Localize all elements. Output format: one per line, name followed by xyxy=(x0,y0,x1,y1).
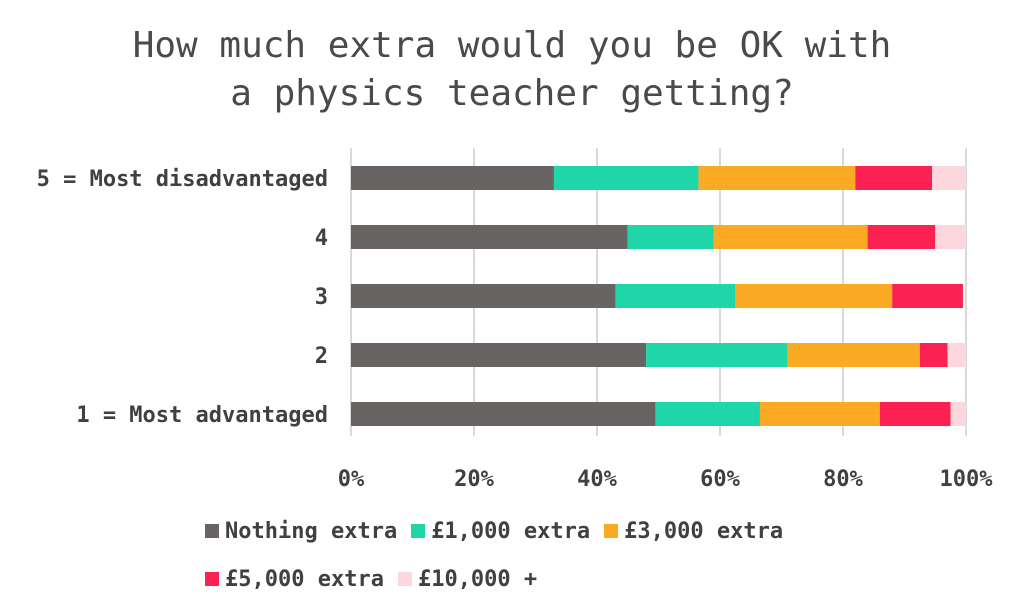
chart-title-line-2: a physics teacher getting? xyxy=(230,73,794,114)
bar-segment xyxy=(655,402,760,426)
x-tick-label: 100% xyxy=(940,467,994,492)
bar-segment xyxy=(351,402,656,426)
bar-segment xyxy=(947,343,966,367)
legend-swatch xyxy=(205,572,219,586)
bar-segment xyxy=(735,284,893,308)
x-tick-label: 60% xyxy=(700,467,740,492)
x-tick-label: 40% xyxy=(577,467,617,492)
x-tick-label: 20% xyxy=(454,467,494,492)
bar-segment xyxy=(351,166,554,190)
chart-title-line-1: How much extra would you be OK with xyxy=(132,25,892,66)
legend-label: Nothing extra xyxy=(225,518,398,544)
bar-segment xyxy=(919,343,948,367)
category-label: 3 xyxy=(315,285,328,310)
bar-segment xyxy=(646,343,788,367)
bar-segment xyxy=(351,284,616,308)
y-axis-labels: 5 = Most disadvantaged 4 3 2 1 = Most advant… xyxy=(37,167,328,428)
category-label: 4 xyxy=(315,226,328,251)
legend-swatch xyxy=(411,524,426,538)
bar-segment xyxy=(787,343,920,367)
legend-item: £5,000 extra xyxy=(205,567,384,592)
legend-item: £10,000 + xyxy=(397,566,538,592)
bar-segment xyxy=(879,402,951,426)
chart-title: How much extra would you be OK with a ph… xyxy=(0,22,1024,118)
bar-segment xyxy=(867,225,936,249)
bars xyxy=(351,166,966,426)
legend-row: Nothing extra £1,000 extra £3,000 extra xyxy=(205,516,865,546)
bar-segment xyxy=(713,225,868,249)
x-tick-label: 80% xyxy=(823,467,863,492)
legend-item: £1,000 extra xyxy=(411,519,590,544)
bar-segment xyxy=(932,166,966,190)
legend-swatch xyxy=(205,524,219,538)
bar-segment xyxy=(698,166,856,190)
category-label: 2 xyxy=(315,344,328,369)
legend-row: £5,000 extra £10,000 + xyxy=(205,564,865,594)
legend-label: £3,000 extra xyxy=(624,518,784,544)
x-axis-labels: 0% 20% 40% 60% 80% 100% xyxy=(338,467,993,492)
bar-segment xyxy=(351,225,628,249)
legend-item: £3,000 extra xyxy=(604,519,783,544)
legend-label: £1,000 extra xyxy=(431,518,591,544)
bar-segment xyxy=(855,166,933,190)
bar-segment xyxy=(950,402,966,426)
bar-segment xyxy=(615,284,736,308)
bar-segment xyxy=(935,225,966,249)
bar-segment xyxy=(627,225,714,249)
legend-label: £10,000 + xyxy=(417,566,538,592)
bar-segment xyxy=(351,343,647,367)
category-label: 5 = Most disadvantaged xyxy=(37,167,328,192)
legend-label: £5,000 extra xyxy=(225,566,384,592)
bar-segment xyxy=(553,166,699,190)
legend-swatch xyxy=(397,572,412,586)
category-label: 1 = Most advantaged xyxy=(76,403,328,428)
bar-segment xyxy=(892,284,963,308)
legend-item: Nothing extra xyxy=(205,519,397,544)
x-tick-label: 0% xyxy=(338,467,365,492)
bar-segment xyxy=(759,402,880,426)
legend: Nothing extra £1,000 extra £3,000 extra £5… xyxy=(205,516,865,612)
legend-swatch xyxy=(604,524,619,538)
